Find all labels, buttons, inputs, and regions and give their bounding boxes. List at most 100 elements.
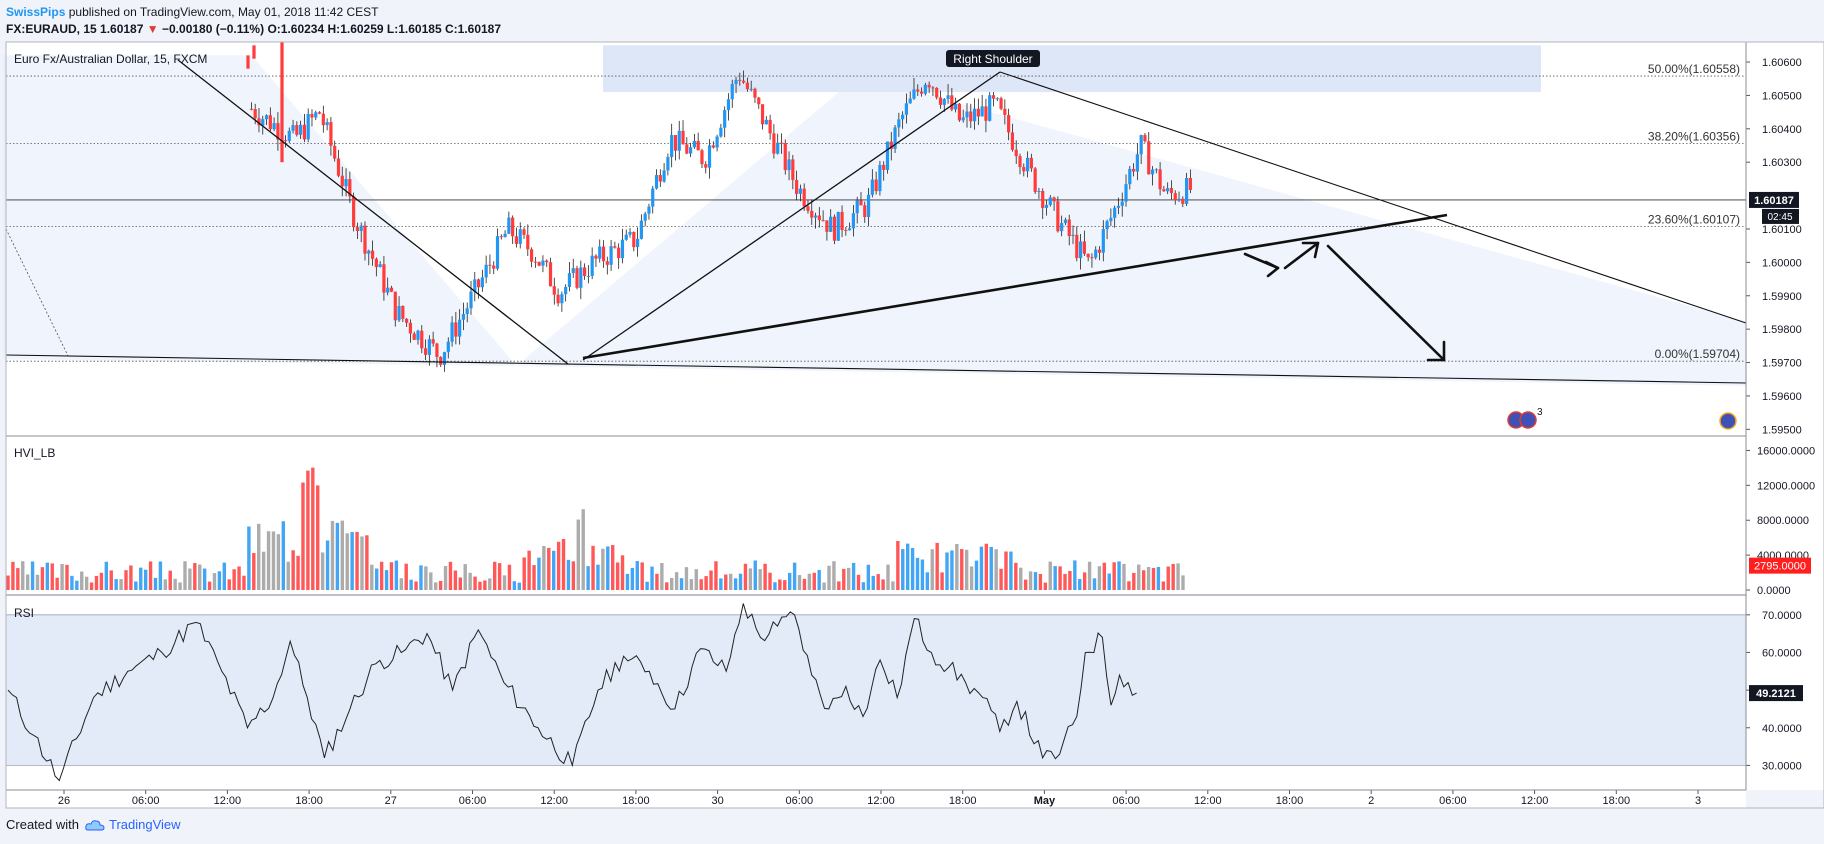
volume-bar[interactable] <box>316 485 320 590</box>
candle[interactable] <box>386 287 390 293</box>
candle[interactable] <box>507 217 511 234</box>
candle[interactable] <box>582 267 587 277</box>
volume-bar[interactable] <box>438 580 443 590</box>
volume-bar[interactable] <box>271 531 276 590</box>
volume-bar[interactable] <box>1048 561 1052 590</box>
volume-bar[interactable] <box>1102 562 1107 590</box>
candle[interactable] <box>367 250 371 254</box>
candle[interactable] <box>866 194 871 218</box>
neckline[interactable] <box>582 213 1448 360</box>
candle[interactable] <box>548 262 553 287</box>
volume-bar[interactable] <box>984 543 989 590</box>
volume-bar[interactable] <box>699 579 703 590</box>
annotation-badge[interactable] <box>946 50 1040 67</box>
volume-bar[interactable] <box>188 568 192 590</box>
volume-bar[interactable] <box>778 579 782 590</box>
candle[interactable] <box>499 236 503 238</box>
candle[interactable] <box>1105 221 1109 230</box>
candle[interactable] <box>969 111 973 122</box>
candle[interactable] <box>1007 114 1011 133</box>
volume-bar[interactable] <box>119 579 123 590</box>
candle[interactable] <box>1067 219 1071 237</box>
candle[interactable] <box>1147 141 1151 175</box>
volume-bar[interactable] <box>714 561 718 590</box>
candle[interactable] <box>264 115 269 120</box>
volume-bar[interactable] <box>532 565 536 590</box>
volume-bar[interactable] <box>1019 567 1023 590</box>
volume-bar[interactable] <box>1117 561 1121 590</box>
volume-bar[interactable] <box>645 581 649 590</box>
candle[interactable] <box>927 84 931 88</box>
candle[interactable] <box>1094 249 1098 258</box>
candle[interactable] <box>628 231 632 235</box>
candle[interactable] <box>798 188 803 194</box>
candle[interactable] <box>1169 188 1174 194</box>
volume-bar[interactable] <box>1171 563 1175 590</box>
volume-bar[interactable] <box>394 560 399 590</box>
volume-bar[interactable] <box>168 570 172 590</box>
candle[interactable] <box>291 125 295 131</box>
volume-bar[interactable] <box>153 577 158 590</box>
volume-bar[interactable] <box>856 574 861 590</box>
volume-bar[interactable] <box>665 582 669 590</box>
candle[interactable] <box>435 343 439 358</box>
candle[interactable] <box>617 247 621 259</box>
volume-bar[interactable] <box>40 567 45 590</box>
volume-bar[interactable] <box>1053 566 1057 590</box>
volume-bar[interactable] <box>1043 582 1048 590</box>
candle[interactable] <box>340 175 344 187</box>
volume-bar[interactable] <box>802 578 807 590</box>
volume-bar[interactable] <box>797 575 802 590</box>
candle[interactable] <box>666 157 670 171</box>
candle[interactable] <box>431 339 435 344</box>
candle[interactable] <box>416 330 420 340</box>
arrow-head-2[interactable] <box>1301 241 1320 259</box>
volume-bar[interactable] <box>1137 564 1141 590</box>
volume-bar[interactable] <box>84 576 89 590</box>
volume-bar[interactable] <box>620 555 625 590</box>
candle[interactable] <box>382 264 386 293</box>
candle[interactable] <box>704 164 708 168</box>
volume-bar[interactable] <box>915 557 920 590</box>
candle[interactable] <box>609 246 613 265</box>
candle[interactable] <box>401 305 405 319</box>
volume-bar[interactable] <box>861 582 866 590</box>
candle[interactable] <box>1014 149 1018 157</box>
volume-bar[interactable] <box>940 572 944 590</box>
volume-bar[interactable] <box>901 549 905 590</box>
volume-bar[interactable] <box>375 568 379 590</box>
candle[interactable] <box>942 98 946 105</box>
volume-bar[interactable] <box>301 482 305 590</box>
candle[interactable] <box>545 260 549 263</box>
candle[interactable] <box>1143 135 1147 142</box>
candle[interactable] <box>651 188 655 207</box>
volume-bar[interactable] <box>1151 567 1156 590</box>
volume-bar[interactable] <box>547 547 551 590</box>
candle[interactable] <box>685 144 689 154</box>
volume-bar[interactable] <box>379 561 384 590</box>
volume-bar[interactable] <box>822 582 826 590</box>
candle[interactable] <box>302 124 307 140</box>
volume-bar[interactable] <box>1082 572 1087 590</box>
volume-bar[interactable] <box>635 561 639 590</box>
candle[interactable] <box>1025 157 1030 172</box>
candle[interactable] <box>560 294 564 304</box>
volume-bar[interactable] <box>252 552 256 590</box>
volume-bar[interactable] <box>163 579 168 590</box>
volume-bar[interactable] <box>650 566 654 590</box>
volume-bar[interactable] <box>488 578 492 590</box>
candle[interactable] <box>1056 201 1060 232</box>
volume-bar[interactable] <box>517 582 521 590</box>
volume-bar[interactable] <box>979 546 984 590</box>
candle[interactable] <box>370 250 375 259</box>
volume-bar[interactable] <box>989 546 993 590</box>
volume-bar[interactable] <box>606 546 610 590</box>
candle[interactable] <box>1128 168 1132 185</box>
candle[interactable] <box>329 122 333 146</box>
volume-bar[interactable] <box>419 565 423 590</box>
candle[interactable] <box>252 45 256 59</box>
candle[interactable] <box>878 164 882 192</box>
volume-bar[interactable] <box>183 561 187 590</box>
volume-bar[interactable] <box>360 536 364 590</box>
candle[interactable] <box>249 108 253 110</box>
